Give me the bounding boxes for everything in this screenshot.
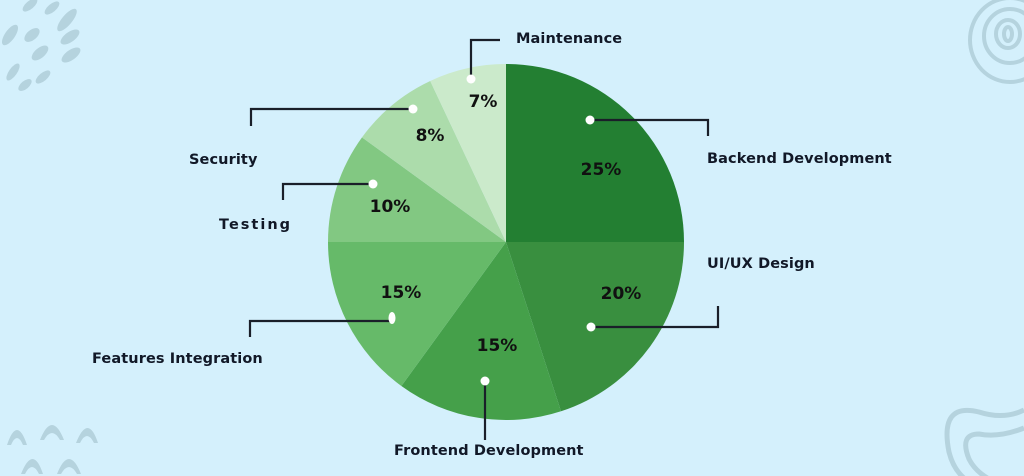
decoration-dashes-icon (1, 0, 81, 91)
pie-slices (328, 64, 684, 420)
pct-backend: 25% (580, 160, 622, 180)
decoration-wave-icon (944, 407, 1024, 476)
pct-security: 8% (415, 126, 445, 146)
pie-slice-maintenance (430, 64, 506, 242)
pie-slice-frontend-development (401, 242, 562, 420)
pie-slice-testing (328, 137, 506, 242)
dot-backend (585, 115, 595, 125)
callout-line-security (249, 107, 413, 126)
dot-frontend (480, 376, 490, 386)
callout-line-backend (590, 118, 710, 136)
dot-testing (368, 179, 378, 189)
pct-uiux: 20% (600, 284, 642, 304)
pie-slice-features-integration (328, 242, 506, 387)
label-uiux: UI/UX Design (707, 256, 815, 272)
pct-frontend: 15% (476, 336, 518, 356)
label-testing: Testing (219, 217, 293, 233)
dot-features (388, 312, 396, 324)
pct-features: 15% (380, 283, 422, 303)
callout-line-maintenance (469, 38, 500, 77)
callout-lines (248, 38, 720, 440)
label-backend: Backend Development (707, 151, 892, 167)
pie-slice-security (361, 80, 506, 242)
pct-testing: 10% (369, 197, 411, 217)
pie-slice-backend-development (506, 64, 684, 242)
callout-line-testing (281, 182, 373, 200)
label-maintenance: Maintenance (516, 31, 623, 47)
decoration-swirl-icon (968, 0, 1024, 84)
dot-uiux (586, 322, 596, 332)
decoration-arches-icon (7, 425, 98, 474)
callout-line-features (248, 319, 392, 337)
callout-dots (368, 74, 596, 386)
pct-maintenance: 7% (468, 92, 498, 112)
dot-security (408, 104, 418, 114)
callout-line-uiux (591, 306, 720, 329)
label-security: Security (189, 152, 258, 168)
dot-maintenance (466, 74, 476, 84)
label-features: Features Integration (92, 351, 263, 367)
label-frontend: Frontend Development (394, 443, 584, 459)
